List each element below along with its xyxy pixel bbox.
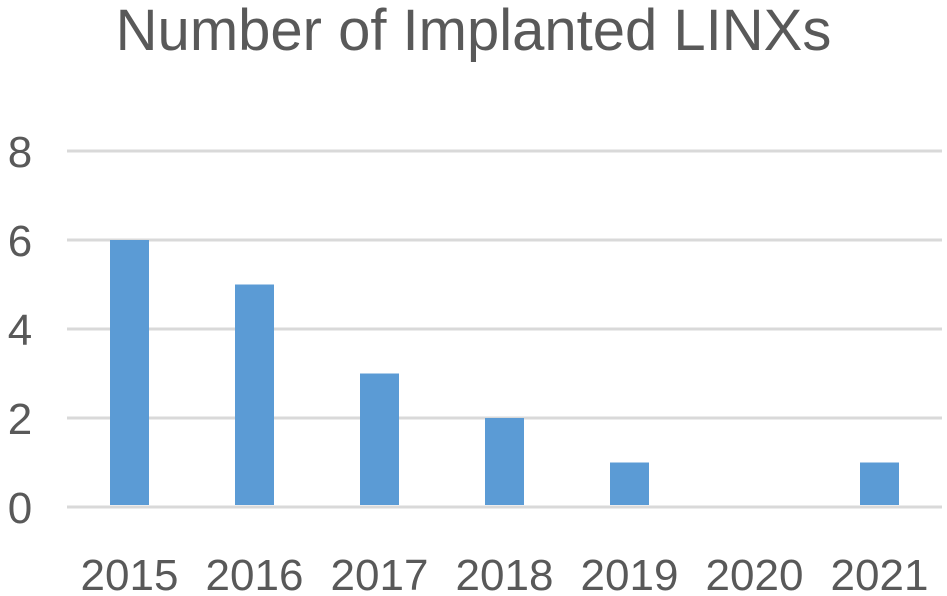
bar-2019 [610,462,649,505]
bars [110,240,899,505]
y-tick-label: 2 [8,395,32,444]
y-tick-label: 0 [8,484,32,533]
y-axis-tick-labels: 0 2 4 6 8 [8,128,32,533]
bar-2016 [235,284,274,505]
chart-title: Number of Implanted LINXs [115,0,832,63]
x-category-label: 2020 [706,551,804,596]
x-category-label: 2015 [81,551,179,596]
x-category-label: 2016 [206,551,304,596]
y-tick-label: 4 [8,306,32,355]
bar-2021 [860,462,899,505]
x-category-label: 2018 [456,551,554,596]
y-tick-label: 8 [8,128,32,177]
x-category-label: 2019 [581,551,679,596]
y-tick-label: 6 [8,217,32,266]
bar-2018 [485,418,524,505]
bar-2017 [360,373,399,505]
bar-2015 [110,240,149,505]
x-category-label: 2021 [831,551,929,596]
x-axis-category-labels: 2015 2016 2017 2018 2019 2020 2021 [81,551,929,596]
x-category-label: 2017 [331,551,429,596]
